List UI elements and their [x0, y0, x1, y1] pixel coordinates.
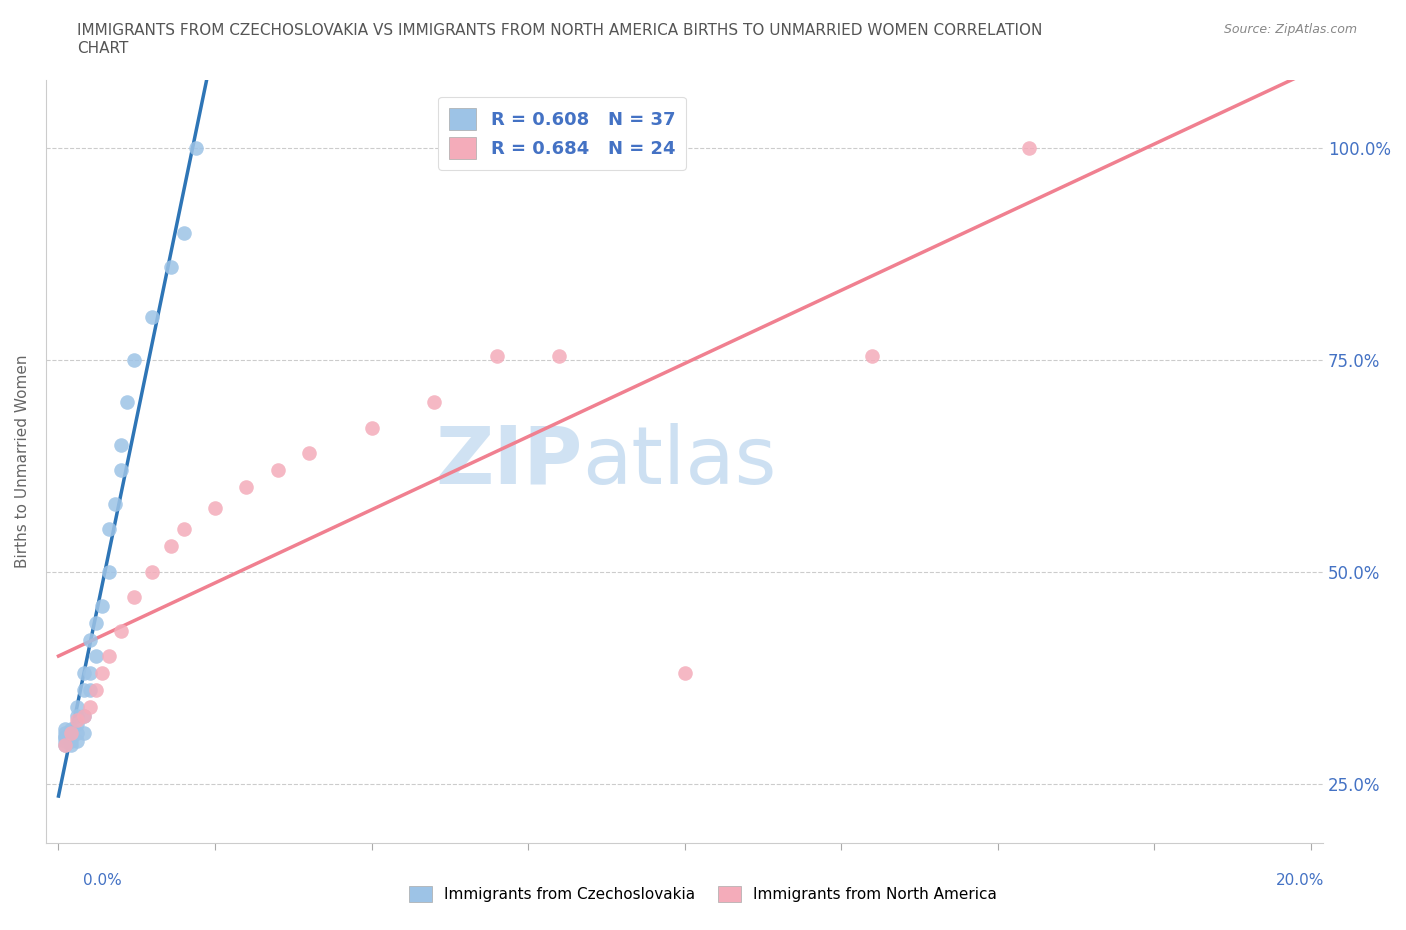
- Point: [266, 462, 288, 477]
- Point: [160, 538, 183, 553]
- Text: 20.0%: 20.0%: [1277, 873, 1324, 888]
- Point: [60, 738, 83, 753]
- Point: [84, 649, 107, 664]
- Y-axis label: Births to Unmarried Women: Births to Unmarried Women: [15, 354, 30, 568]
- Point: [423, 394, 446, 409]
- Point: [91, 598, 114, 613]
- Point: [53, 729, 76, 744]
- Point: [235, 480, 257, 495]
- Point: [122, 352, 145, 367]
- Point: [72, 725, 94, 740]
- Point: [485, 348, 508, 363]
- Point: [97, 565, 120, 579]
- Point: [66, 700, 89, 715]
- Point: [72, 683, 94, 698]
- Point: [173, 522, 195, 537]
- Point: [66, 734, 89, 749]
- Point: [66, 725, 89, 740]
- Point: [860, 348, 883, 363]
- Point: [60, 734, 83, 749]
- Point: [84, 615, 107, 630]
- Point: [60, 725, 83, 740]
- Point: [117, 394, 139, 409]
- Point: [204, 500, 226, 515]
- Point: [53, 725, 76, 740]
- Point: [53, 729, 76, 744]
- Point: [53, 738, 76, 753]
- Point: [104, 497, 127, 512]
- Point: [97, 649, 120, 664]
- Point: [79, 683, 101, 698]
- Point: [53, 734, 76, 749]
- Point: [673, 666, 696, 681]
- Point: [72, 709, 94, 724]
- Point: [72, 666, 94, 681]
- Point: [79, 632, 101, 647]
- Point: [122, 590, 145, 604]
- Text: IMMIGRANTS FROM CZECHOSLOVAKIA VS IMMIGRANTS FROM NORTH AMERICA BIRTHS TO UNMARR: IMMIGRANTS FROM CZECHOSLOVAKIA VS IMMIGR…: [77, 23, 1043, 56]
- Point: [1018, 140, 1040, 155]
- Point: [66, 709, 89, 724]
- Point: [53, 721, 76, 736]
- Text: Source: ZipAtlas.com: Source: ZipAtlas.com: [1223, 23, 1357, 36]
- Point: [53, 738, 76, 753]
- Point: [298, 445, 321, 460]
- Legend: R = 0.608   N = 37, R = 0.684   N = 24: R = 0.608 N = 37, R = 0.684 N = 24: [439, 97, 686, 169]
- Point: [160, 259, 183, 274]
- Point: [110, 462, 132, 477]
- Point: [141, 565, 163, 579]
- Point: [84, 683, 107, 698]
- Point: [66, 712, 89, 727]
- Point: [72, 709, 94, 724]
- Point: [110, 437, 132, 452]
- Point: [79, 700, 101, 715]
- Text: ZIP: ZIP: [434, 422, 582, 500]
- Point: [60, 721, 83, 736]
- Point: [360, 420, 382, 435]
- Point: [97, 522, 120, 537]
- Legend: Immigrants from Czechoslovakia, Immigrants from North America: Immigrants from Czechoslovakia, Immigran…: [402, 880, 1004, 909]
- Point: [66, 717, 89, 732]
- Point: [60, 725, 83, 740]
- Text: 0.0%: 0.0%: [83, 873, 122, 888]
- Point: [186, 140, 208, 155]
- Point: [60, 729, 83, 744]
- Point: [141, 310, 163, 325]
- Point: [79, 666, 101, 681]
- Point: [91, 666, 114, 681]
- Point: [173, 225, 195, 240]
- Text: atlas: atlas: [582, 422, 776, 500]
- Point: [548, 348, 571, 363]
- Point: [110, 624, 132, 639]
